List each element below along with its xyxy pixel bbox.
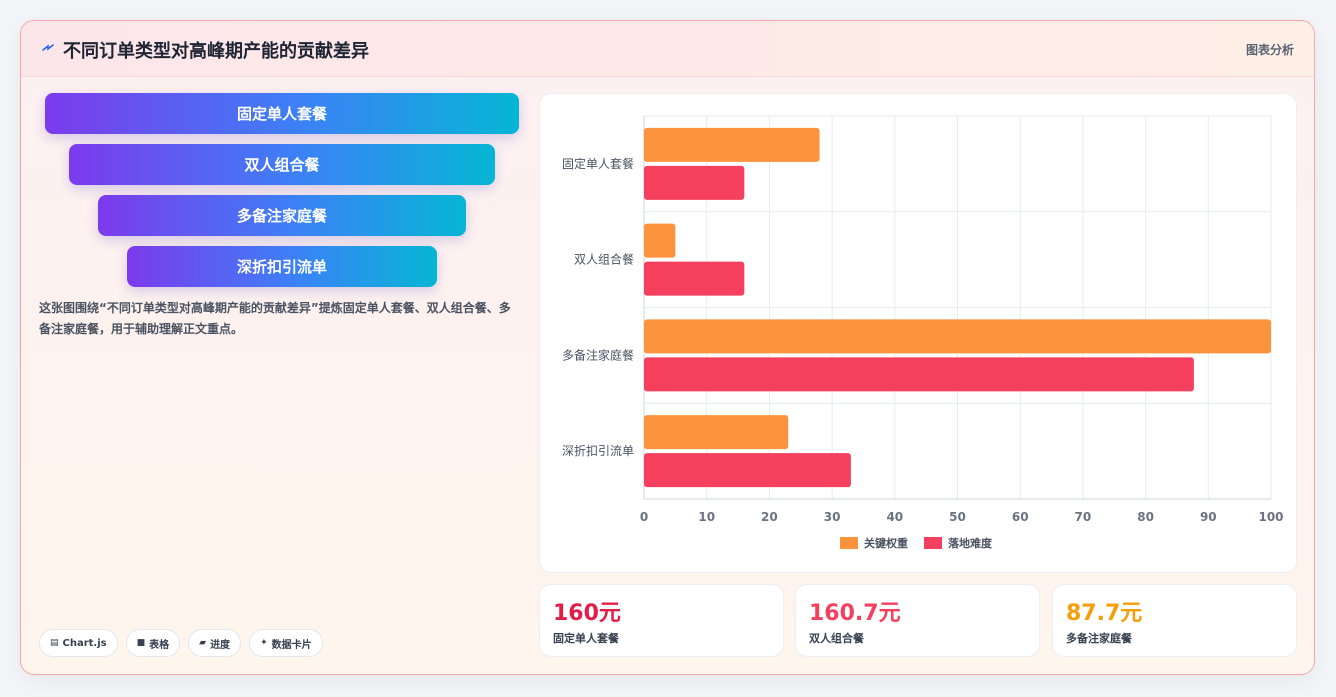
kpi-label: 多备注家庭餐 [1066, 632, 1132, 645]
progress-icon: ▰ [199, 638, 207, 648]
chip-label: 表格 [149, 639, 170, 651]
y-tick-label: 双人组合餐 [574, 252, 634, 267]
legend-swatch [840, 537, 858, 549]
main-card: 不同订单类型对高峰期产能的贡献差异 图表分析 固定单人套餐 双人组合餐 多备注家… [20, 20, 1315, 675]
table-icon: ■ [136, 638, 146, 648]
bar-weight [644, 127, 820, 162]
legend-label: 落地难度 [948, 536, 993, 550]
chip-progress[interactable]: ▰ 进度 [188, 629, 242, 657]
funnel-item-label: 双人组合餐 [244, 156, 320, 174]
funnel-item-4[interactable]: 深折扣引流单 [127, 246, 437, 287]
x-tick-label: 30 [824, 510, 841, 524]
chip-label: Chart.js [62, 637, 107, 649]
funnel-item-label: 多备注家庭餐 [236, 207, 327, 225]
page-title: 不同订单类型对高峰期产能的贡献差异 [63, 41, 369, 62]
funnel-item-3[interactable]: 多备注家庭餐 [98, 195, 466, 236]
x-tick-label: 60 [1012, 510, 1029, 524]
funnel-item-label: 固定单人套餐 [236, 105, 327, 123]
funnel-item-1[interactable]: 固定单人套餐 [45, 93, 519, 134]
chip-chartjs[interactable]: ▤ Chart.js [39, 629, 118, 657]
kpi-value: 160.7元 [809, 601, 901, 626]
legend-swatch [924, 537, 942, 549]
kpi-card-2: 160.7元 双人组合餐 [795, 584, 1040, 657]
x-tick-label: 90 [1200, 510, 1217, 524]
x-tick-label: 70 [1075, 510, 1092, 524]
bar-difficulty [644, 453, 851, 488]
chip-label: 数据卡片 [271, 639, 312, 651]
description-text: 这张图围绕“不同订单类型对高峰期产能的贡献差异”提炼固定单人套餐、双人组合餐、多… [39, 301, 511, 336]
chip-row: ▤ Chart.js ■ 表格 ▰ 进度 ✦ 数据卡片 [39, 629, 323, 657]
x-tick-label: 10 [698, 510, 715, 524]
bar-weight [644, 319, 1271, 354]
bar-weight [644, 223, 676, 258]
kpi-label: 双人组合餐 [809, 632, 864, 645]
y-tick-label: 固定单人套餐 [562, 156, 634, 171]
kpi-card-1: 160元 固定单人套餐 [539, 584, 784, 657]
funnel-item-label: 深折扣引流单 [236, 258, 327, 276]
bar-difficulty [644, 261, 745, 296]
bar-difficulty [644, 165, 745, 200]
x-tick-label: 100 [1258, 510, 1283, 524]
kpi-value: 160元 [553, 601, 621, 626]
x-tick-label: 40 [886, 510, 903, 524]
chip-label: 进度 [210, 639, 231, 651]
chart-icon: ▤ [50, 638, 59, 648]
card-header: 不同订单类型对高峰期产能的贡献差异 图表分析 [21, 21, 1314, 77]
chart-panel: 固定单人套餐双人组合餐多备注家庭餐 深折扣引流单 0 10 20 30 40 50 60 70 80… [539, 93, 1297, 573]
chart-analysis-tag: 图表分析 [1245, 43, 1294, 57]
bar-weight [644, 415, 789, 450]
chip-data-card[interactable]: ✦ 数据卡片 [249, 629, 323, 657]
bar-difficulty [644, 357, 1194, 392]
sparkle-icon: ✦ [260, 638, 268, 648]
x-tick-label: 0 [640, 510, 648, 524]
legend-label: 关键权重 [864, 536, 908, 550]
y-tick-label: 深折扣引流单 [562, 443, 634, 458]
y-tick-label: 多备注家庭餐 [562, 347, 634, 362]
x-tick-label: 20 [761, 510, 778, 524]
x-tick-label: 50 [949, 510, 966, 524]
kpi-value: 87.7元 [1066, 601, 1143, 626]
x-tick-label: 80 [1137, 510, 1154, 524]
chip-table[interactable]: ■ 表格 [125, 629, 181, 657]
lightning-icon [42, 44, 54, 51]
funnel-item-2[interactable]: 双人组合餐 [69, 144, 495, 185]
kpi-label: 固定单人套餐 [553, 632, 619, 645]
kpi-card-3: 87.7元 多备注家庭餐 [1052, 584, 1297, 657]
